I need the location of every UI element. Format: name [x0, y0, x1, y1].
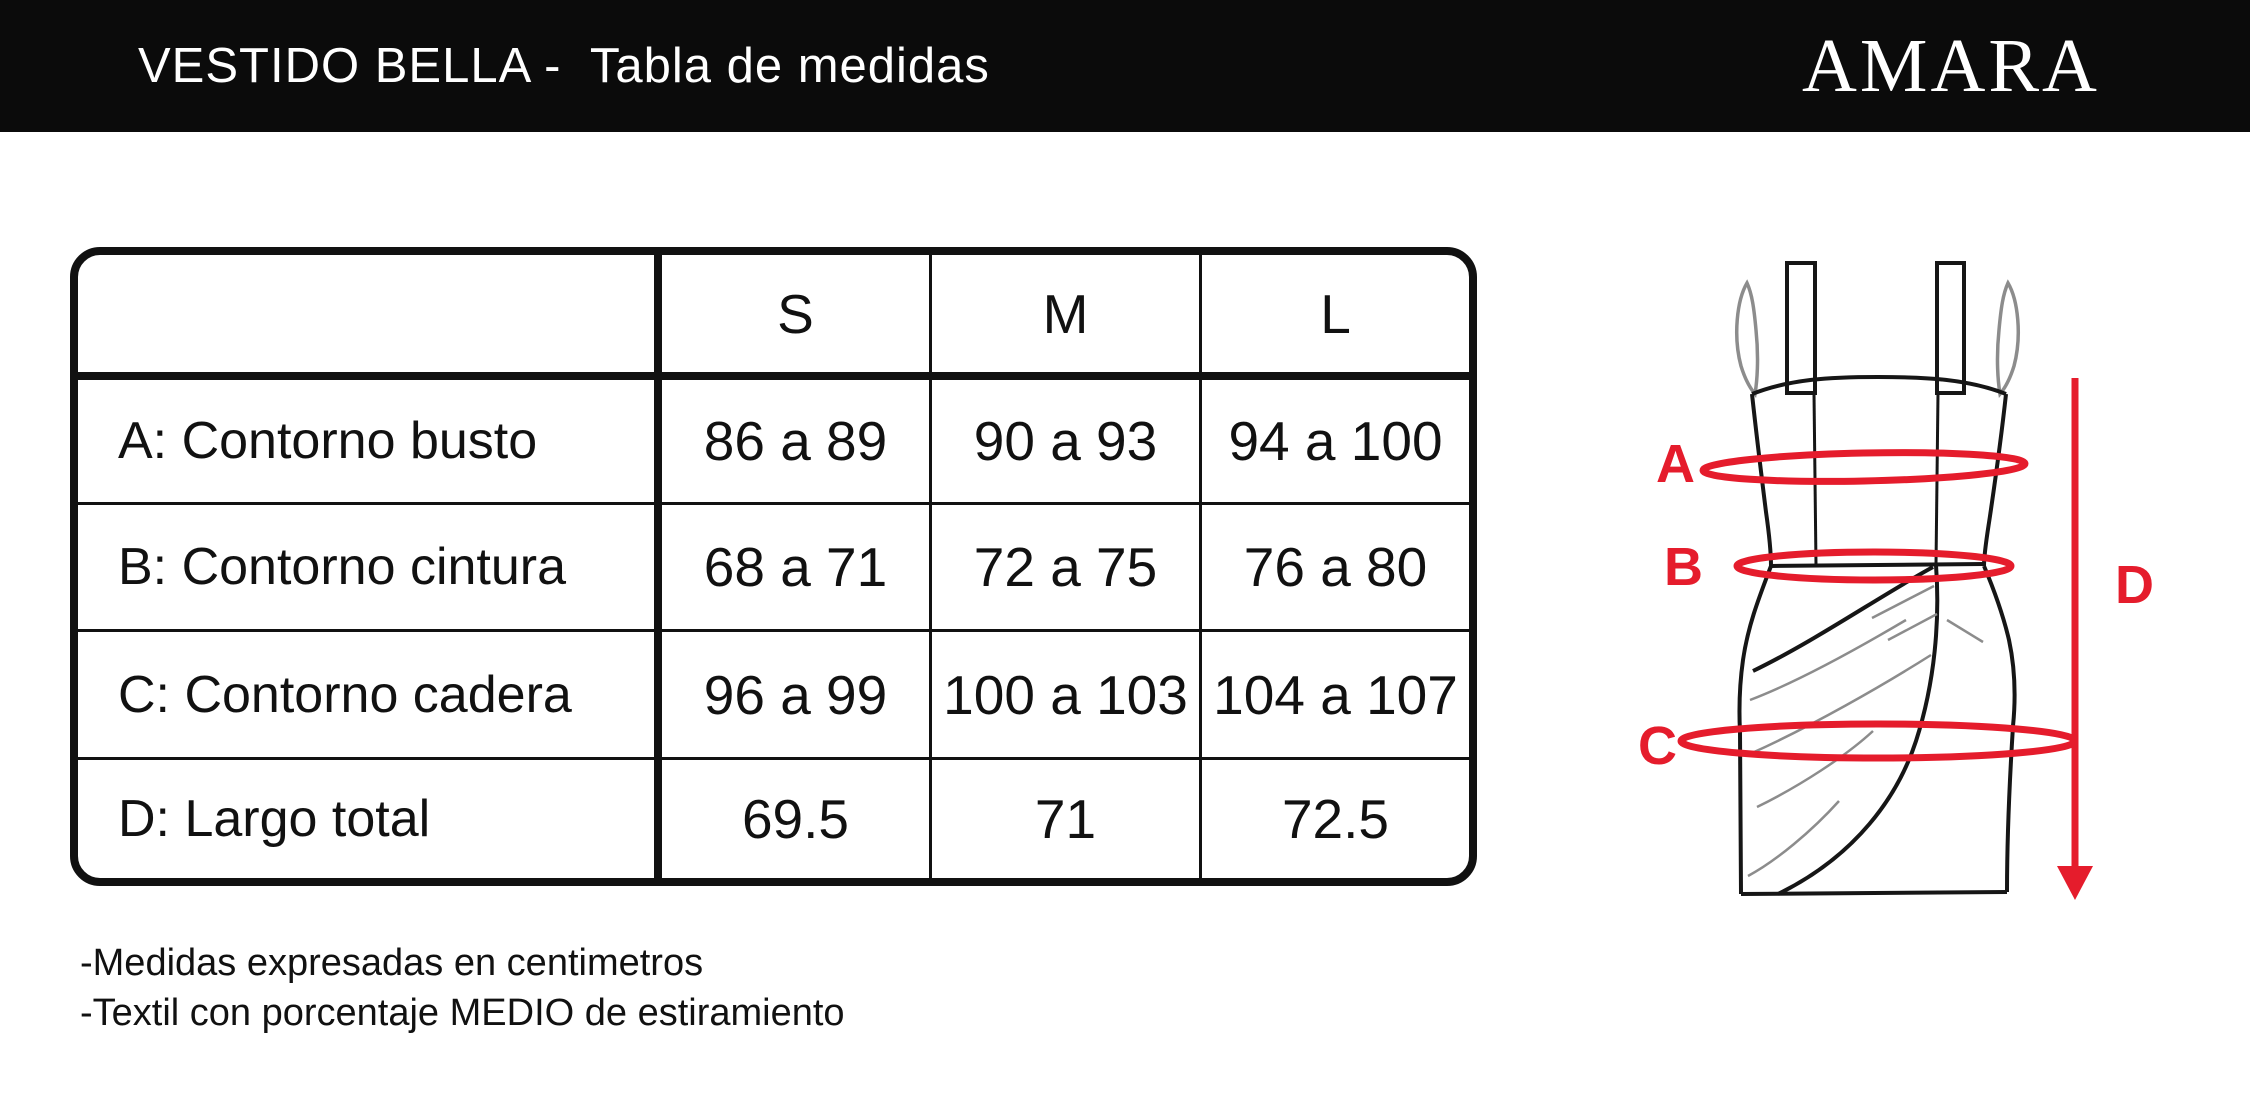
- drape-line: [1749, 618, 1907, 702]
- hip-label: C: [1638, 716, 1677, 776]
- drape-line: [1887, 612, 1938, 642]
- table-cell-hip-l: 104 a 107: [1202, 632, 1469, 760]
- footnotes: -Medidas expresadas en centimetros -Text…: [80, 938, 845, 1038]
- hem-line: [1740, 890, 2008, 896]
- dress-measurement-diagram: A B C D: [1638, 261, 2154, 900]
- table-cell-waist-s: 68 a 71: [662, 505, 932, 632]
- table-cell-waist-l: 76 a 80: [1202, 505, 1469, 632]
- bust-label: A: [1656, 434, 1695, 494]
- column-header-s: S: [662, 255, 932, 380]
- table-cell-bust-m: 90 a 93: [932, 380, 1202, 505]
- skirt-side-left: [1737, 565, 1773, 895]
- tie-loop-left-icon: [1735, 279, 1760, 399]
- row-label-hip: C: Contorno cadera: [78, 632, 662, 760]
- drape-line: [1756, 730, 1874, 809]
- column-header-l: L: [1202, 255, 1469, 380]
- dress-neckline: [1751, 374, 2007, 396]
- footnote-units: -Medidas expresadas en centimetros: [80, 942, 704, 984]
- table-cell-hip-s: 96 a 99: [662, 632, 932, 760]
- strap-right-icon: [1935, 261, 1966, 395]
- dress-side-right: [1982, 393, 2008, 567]
- table-corner-cell: [78, 255, 662, 380]
- length-label: D: [2115, 555, 2154, 615]
- skirt-side-right: [1982, 565, 2017, 893]
- length-arrow-head-icon: [2057, 866, 2093, 900]
- header-bar: VESTIDO BELLA - Tabla de medidas AMARA: [0, 0, 2250, 132]
- waist-measure-ellipse: [1733, 548, 2015, 584]
- footnote-stretch: -Textil con porcentaje MEDIO de estirami…: [80, 992, 845, 1034]
- drape-line: [1871, 584, 1935, 620]
- table-cell-hip-m: 100 a 103: [932, 632, 1202, 760]
- waist-seam: [1770, 562, 1985, 568]
- tie-loop-right-icon: [1995, 279, 2020, 399]
- row-label-bust: A: Contorno busto: [78, 380, 662, 505]
- page-title: VESTIDO BELLA - Tabla de medidas: [138, 39, 990, 93]
- table-cell-length-s: 69.5: [662, 760, 932, 878]
- waist-label: B: [1664, 537, 1703, 597]
- wrap-fold-edge: [1777, 564, 1940, 896]
- row-label-length: D: Largo total: [78, 760, 662, 878]
- dress-side-left: [1750, 393, 1773, 567]
- strap-left-icon: [1785, 261, 1817, 395]
- bust-measure-ellipse: [1699, 449, 2029, 485]
- drape-line: [1946, 618, 1984, 644]
- column-header-m: M: [932, 255, 1202, 380]
- table-cell-waist-m: 72 a 75: [932, 505, 1202, 632]
- table-cell-bust-s: 86 a 89: [662, 380, 932, 505]
- drape-line: [1751, 653, 1932, 755]
- brand-logo: AMARA: [1802, 23, 2100, 108]
- table-cell-bust-l: 94 a 100: [1202, 380, 1469, 505]
- row-label-waist: B: Contorno cintura: [78, 505, 662, 632]
- table-cell-length-l: 72.5: [1281, 788, 1390, 850]
- size-table: S M L A: Contorno busto 86 a 89 90 a 93 …: [70, 247, 1477, 886]
- table-cell-length-m: 71: [932, 760, 1202, 878]
- drape-line: [1747, 800, 1840, 878]
